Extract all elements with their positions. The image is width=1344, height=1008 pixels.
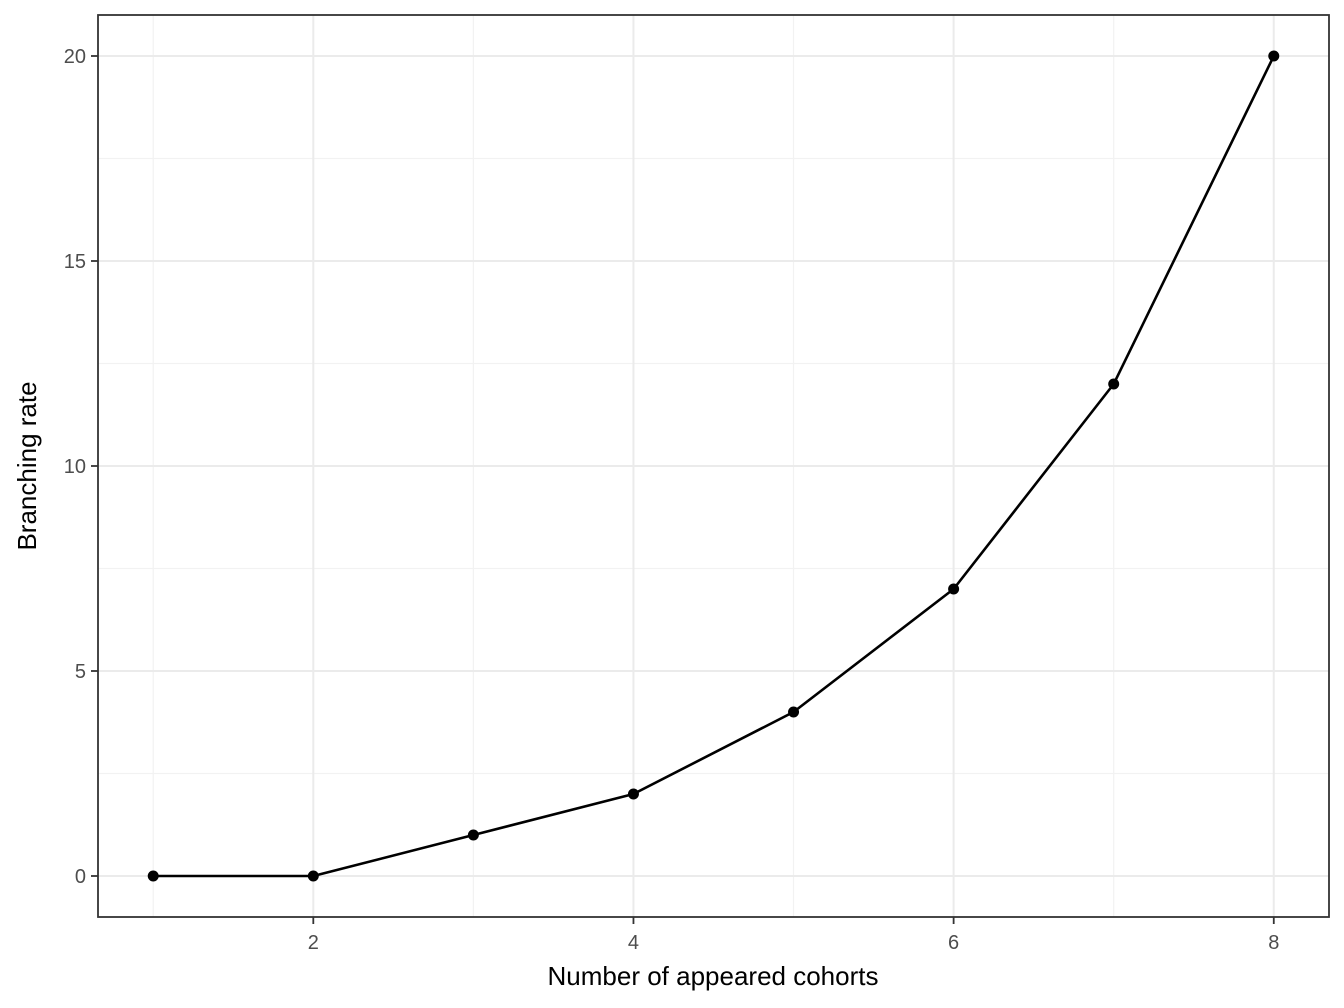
x-tick-label: 8 bbox=[1268, 932, 1279, 954]
data-point bbox=[307, 870, 319, 882]
series-layer bbox=[147, 50, 1280, 882]
x-tick-label: 2 bbox=[308, 932, 319, 954]
data-point bbox=[948, 583, 960, 595]
axis-ticks: 0 5 10 15 20 2 4 6 8 bbox=[64, 46, 1280, 954]
data-point bbox=[627, 788, 639, 800]
data-point bbox=[1268, 50, 1280, 62]
y-tick-label: 5 bbox=[75, 661, 86, 683]
x-tick-label: 4 bbox=[628, 932, 639, 954]
data-point bbox=[1108, 378, 1120, 390]
data-point bbox=[147, 870, 159, 882]
x-axis-title: Number of appeared cohorts bbox=[548, 961, 879, 991]
y-tick-label: 0 bbox=[75, 866, 86, 888]
y-axis-title: Branching rate bbox=[12, 381, 42, 550]
y-tick-label: 10 bbox=[64, 456, 86, 478]
y-tick-label: 15 bbox=[64, 251, 86, 273]
data-point bbox=[467, 829, 479, 841]
x-tick-label: 6 bbox=[948, 932, 959, 954]
data-point bbox=[788, 706, 800, 718]
series-line bbox=[153, 55, 1275, 878]
y-tick-label: 20 bbox=[64, 46, 86, 68]
